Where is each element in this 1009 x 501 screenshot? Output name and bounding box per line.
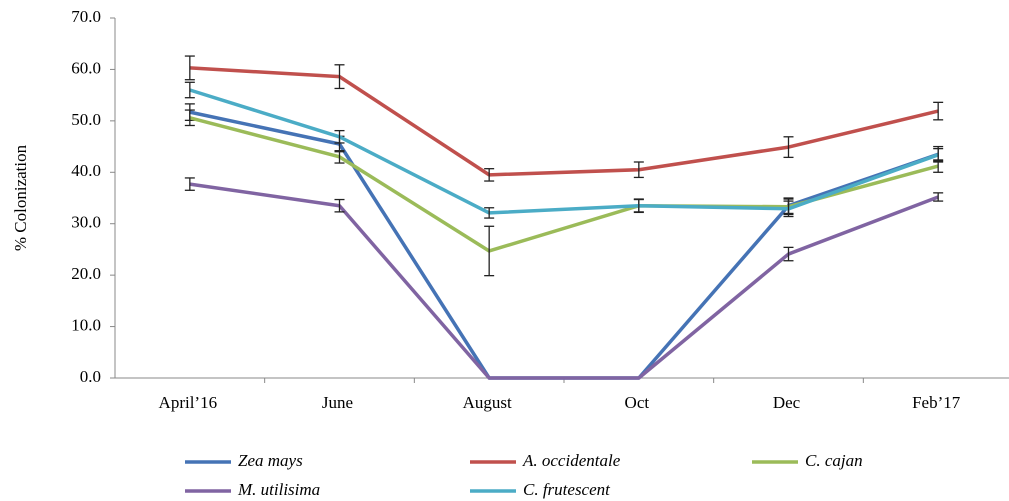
- error-bar: [184, 55, 195, 81]
- error-bar: [933, 101, 944, 121]
- series-line: [189, 110, 939, 380]
- y-tick-label: 60.0: [71, 58, 101, 77]
- legend-label: A. occidentale: [522, 451, 621, 470]
- legend-label: C. cajan: [805, 451, 863, 470]
- x-tick-label: Feb’17: [912, 393, 961, 412]
- y-tick-label: 40.0: [71, 161, 101, 180]
- error-bar: [633, 161, 644, 179]
- error-bar: [184, 109, 195, 127]
- error-bar: [783, 200, 794, 218]
- x-tick-label: Dec: [773, 393, 801, 412]
- x-tick-label: Oct: [625, 393, 650, 412]
- error-bar: [334, 150, 345, 164]
- error-bar: [184, 177, 195, 191]
- y-tick-label: 30.0: [71, 213, 101, 232]
- x-tick-label: August: [463, 393, 512, 412]
- y-tick-label: 0.0: [80, 367, 101, 386]
- series-line: [189, 182, 939, 380]
- error-bar: [633, 198, 644, 214]
- error-bar: [484, 207, 495, 219]
- legend-label: M. utilisima: [237, 480, 320, 499]
- y-axis-label: % Colonization: [11, 144, 30, 251]
- y-tick-label: 70.0: [71, 7, 101, 26]
- series-line: [189, 88, 939, 215]
- y-tick-label: 20.0: [71, 264, 101, 283]
- y-tick-label: 10.0: [71, 315, 101, 334]
- legend-label: C. frutescent: [523, 480, 611, 499]
- error-bar: [334, 64, 345, 90]
- x-tick-label: June: [322, 393, 353, 412]
- error-bar: [783, 246, 794, 262]
- error-bar: [184, 81, 195, 99]
- x-tick-label: April’16: [159, 393, 218, 412]
- error-bar: [933, 192, 944, 202]
- series-line: [189, 66, 939, 177]
- error-bar: [484, 168, 495, 182]
- error-bar: [484, 225, 495, 277]
- error-bar: [933, 147, 944, 162]
- error-bar: [334, 198, 345, 213]
- error-bar: [783, 136, 794, 159]
- legend-label: Zea mays: [238, 451, 303, 470]
- y-tick-label: 50.0: [71, 110, 101, 129]
- error-bar: [334, 129, 345, 144]
